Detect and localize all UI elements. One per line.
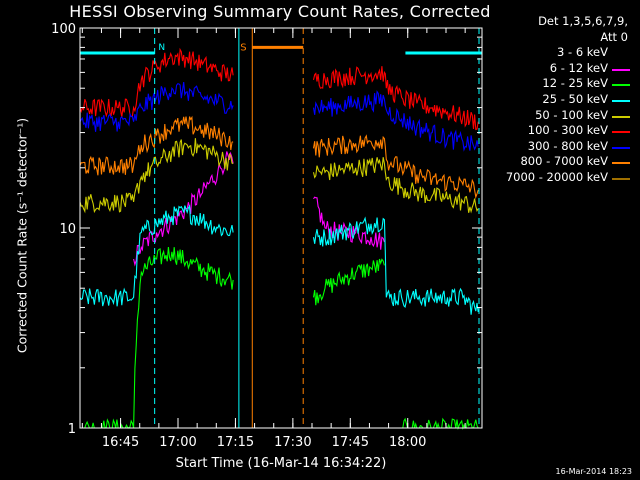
annotation-0: N — [158, 43, 165, 53]
legend-header-line-1: Det 1,3,5,6,7,9, — [538, 14, 628, 28]
legend-entry-4: 50 - 100 keV — [486, 108, 634, 124]
legend-entry-1: 6 - 12 keV — [486, 61, 634, 77]
x-tick-label-3: 17:30 — [274, 435, 311, 450]
x-tick-label-0: 16:45 — [102, 435, 139, 450]
y-tick-label-1: 10 — [59, 222, 76, 237]
y-tick-label-2: 100 — [51, 22, 76, 37]
legend-entry-5: 100 - 300 keV — [486, 123, 634, 139]
legend-label: 7000 - 20000 keV — [505, 169, 608, 184]
legend-label: 300 - 800 keV — [527, 138, 608, 153]
series-line-6 — [79, 82, 479, 152]
series-line-5 — [79, 47, 479, 131]
legend-label: 800 - 7000 keV — [520, 154, 608, 169]
legend-entry-6: 300 - 800 keV — [486, 139, 634, 155]
series-line-3 — [79, 204, 479, 315]
legend-swatch — [612, 115, 630, 118]
x-tick-label-2: 17:15 — [217, 435, 254, 450]
legend-header-line-2: Att 0 — [600, 29, 628, 44]
saa-label: S — [240, 42, 246, 53]
legend-swatch — [612, 99, 630, 102]
legend-label: 25 - 50 keV — [542, 91, 608, 106]
timestamp: 16-Mar-2014 18:23 — [555, 467, 633, 476]
legend-swatch — [612, 162, 630, 165]
x-tick-label-1: 17:00 — [159, 435, 196, 450]
legend-label: 12 - 25 keV — [542, 76, 608, 91]
legend-swatch — [612, 177, 630, 180]
x-tick-label-5: 18:00 — [389, 435, 426, 450]
series-line-2 — [80, 247, 479, 431]
legend-label: 100 - 300 keV — [527, 123, 608, 138]
chart-title: HESSI Observing Summary Count Rates, Cor… — [69, 2, 491, 21]
series-line-4 — [79, 138, 479, 214]
legend-entry-3: 25 - 50 keV — [486, 92, 634, 108]
legend-swatch — [612, 131, 630, 134]
legend-entry-8: 7000 - 20000 keV — [486, 170, 634, 186]
legend-label: 6 - 12 keV — [549, 60, 608, 75]
x-tick-label-4: 17:45 — [332, 435, 369, 450]
legend-swatch — [612, 84, 630, 87]
y-tick-label-0: 1 — [68, 422, 76, 437]
legend-entry-2: 12 - 25 keV — [486, 76, 634, 92]
legend-entry-7: 800 - 7000 keV — [486, 154, 634, 170]
legend-label: 50 - 100 keV — [535, 107, 608, 122]
legend-swatch — [612, 68, 630, 71]
legend: Det 1,3,5,6,7,9, Att 0 3 - 6 keV 6 - 12 k… — [486, 14, 634, 186]
legend-label: 3 - 6 keV — [557, 45, 608, 60]
series-line-7 — [79, 115, 479, 200]
x-axis-label: Start Time (16-Mar-14 16:34:22) — [175, 456, 387, 471]
y-axis-label: Corrected Count Rate (s⁻¹ detector⁻¹) — [14, 117, 30, 354]
legend-swatch — [612, 146, 630, 149]
legend-swatch — [612, 53, 630, 56]
legend-entry-0: 3 - 6 keV — [486, 45, 634, 61]
